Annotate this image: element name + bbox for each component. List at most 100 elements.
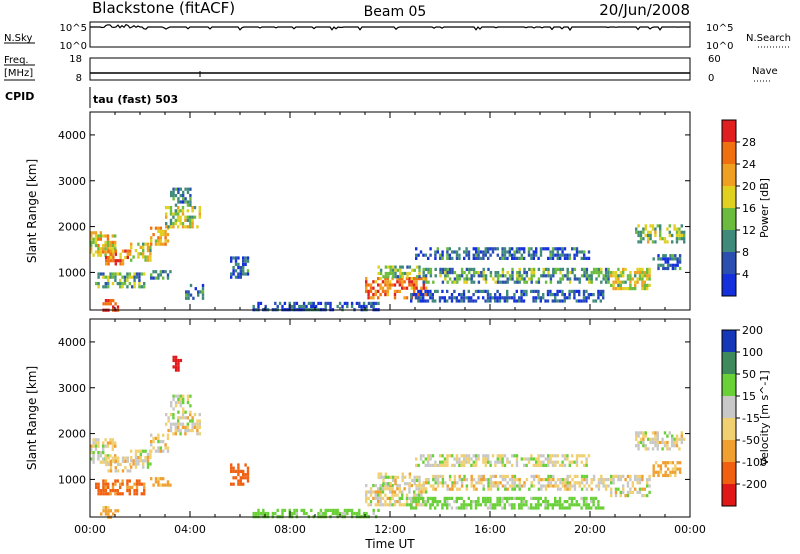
y-tick-label: 4000 [58, 129, 86, 142]
scatter-region [90, 231, 117, 257]
scatter-region [410, 289, 605, 303]
scatter-region [415, 247, 591, 260]
colorbar-swatch [722, 186, 736, 208]
power-colorbar: 4 8 12 16 20 24 28 Power [dB] [721, 119, 771, 297]
scatter-region [130, 242, 152, 262]
scatter-region [230, 256, 250, 279]
scatter-region [377, 265, 421, 279]
station-title: Blackstone (fitACF) [92, 0, 235, 17]
colorbar-swatch [722, 484, 736, 506]
scatter-region [652, 254, 682, 271]
colorbar-tick-label: 50 [742, 368, 756, 381]
freq-label: Freq. [4, 55, 29, 66]
y-tick-label: 1000 [58, 266, 86, 279]
velocity-yticks: 1000 2000 3000 4000 [58, 336, 690, 486]
scatter-region [652, 461, 682, 478]
colorbar-swatch [722, 120, 736, 142]
colorbar-tick-label: 100 [742, 346, 763, 359]
y-tick-label: 3000 [58, 175, 86, 188]
nave-bottom-tick: 0 [708, 73, 714, 84]
scatter-region [165, 206, 201, 229]
colorbar-swatch [722, 208, 736, 230]
power-colorbar-label: Power [dB] [758, 178, 771, 238]
scatter-region [165, 413, 201, 436]
colorbar-swatch [722, 330, 736, 352]
nsky-bottom-tick: 10^0 [60, 41, 87, 52]
colorbar-tick-label: -100 [742, 456, 767, 469]
scatter-region [610, 474, 651, 498]
colorbar-tick-label: -15 [742, 412, 760, 425]
colorbar-swatch [722, 352, 736, 374]
nsky-label: N.Sky [4, 33, 32, 44]
cpid-text: tau (fast) 503 [93, 93, 178, 106]
colorbar-tick-label: 15 [742, 390, 756, 403]
colorbar-swatch [722, 164, 736, 186]
colorbar-swatch [722, 462, 736, 484]
nsearch-top-tick: 10^5 [706, 23, 733, 34]
x-tick-label: 00:00 [74, 523, 106, 536]
time-axis-label: Time UT [364, 537, 415, 551]
scatter-region [150, 433, 170, 453]
colorbar-tick-label: 200 [742, 324, 763, 337]
velocity-colorbar: -200 -100 -50 -15 15 50 100 200 Velocity [m s^-… [721, 324, 771, 507]
x-tick-label: 04:00 [174, 523, 206, 536]
power-data [90, 187, 686, 312]
y-tick-label: 4000 [58, 336, 86, 349]
freq-bottom-tick: 8 [76, 73, 82, 84]
scatter-region [377, 472, 421, 486]
y-tick-label: 2000 [58, 428, 86, 441]
velocity-xticks: 00:00 04:00 08:00 12:00 16:00 20:00 00:00 [74, 319, 706, 536]
colorbar-tick-label: 12 [742, 224, 756, 237]
scatter-region [422, 474, 610, 491]
scatter-region [230, 463, 250, 486]
date-title: 20/Jun/2008 [599, 1, 690, 19]
scatter-region [95, 272, 146, 289]
colorbar-swatch [722, 230, 736, 252]
power-ylabel: Slant Range [km] [25, 159, 39, 263]
y-tick-label: 1000 [58, 473, 86, 486]
scatter-region [415, 454, 591, 467]
nsearch-bottom-tick: 10^0 [706, 41, 733, 52]
scatter-region [635, 224, 686, 244]
scatter-region [185, 283, 205, 300]
colorbar-swatch [722, 252, 736, 274]
colorbar-tick-label: 4 [742, 268, 749, 281]
scatter-region [105, 249, 132, 266]
x-tick-label: 16:00 [474, 523, 506, 536]
scatter-region [635, 431, 686, 451]
scatter-region [410, 496, 605, 510]
colorbar-tick-label: -50 [742, 434, 760, 447]
nsky-trace [90, 23, 690, 32]
nave-label: Nave [752, 66, 778, 77]
scatter-region [150, 270, 172, 280]
cpid-label: CPID [5, 90, 34, 103]
colorbar-swatch [722, 396, 736, 418]
colorbar-swatch [722, 418, 736, 440]
freq-unit-label: [MHz] [4, 68, 33, 79]
x-tick-label: 08:00 [274, 523, 306, 536]
colorbar-swatch [722, 374, 736, 396]
velocity-panel: 1000 2000 3000 4000 00:00 04:00 08:00 12:00 16:… [25, 318, 706, 551]
nsearch-label: N.Search [746, 33, 791, 44]
power-yticks: 1000 2000 3000 4000 [58, 129, 690, 279]
nave-top-tick: 60 [708, 54, 721, 65]
velocity-colorbar-label: Velocity [m s^-1] [758, 370, 771, 465]
scatter-region [95, 479, 146, 496]
x-tick-label: 20:00 [574, 523, 606, 536]
scatter-region [90, 438, 117, 464]
colorbar-tick-label: 24 [742, 158, 756, 171]
scatter-region [170, 394, 192, 414]
colorbar-swatch [722, 274, 736, 296]
scatter-region [150, 226, 170, 246]
beam-title: Beam 05 [364, 4, 427, 20]
nsky-top-tick: 10^5 [60, 23, 87, 34]
scatter-region [172, 355, 183, 372]
x-tick-label: 00:00 [674, 523, 706, 536]
nsky-panel [89, 21, 691, 48]
power-xticks [89, 112, 691, 310]
scatter-region [422, 267, 610, 284]
scatter-region [130, 449, 152, 469]
colorbar-tick-label: 8 [742, 246, 749, 259]
colorbar-tick-label: 16 [742, 202, 756, 215]
